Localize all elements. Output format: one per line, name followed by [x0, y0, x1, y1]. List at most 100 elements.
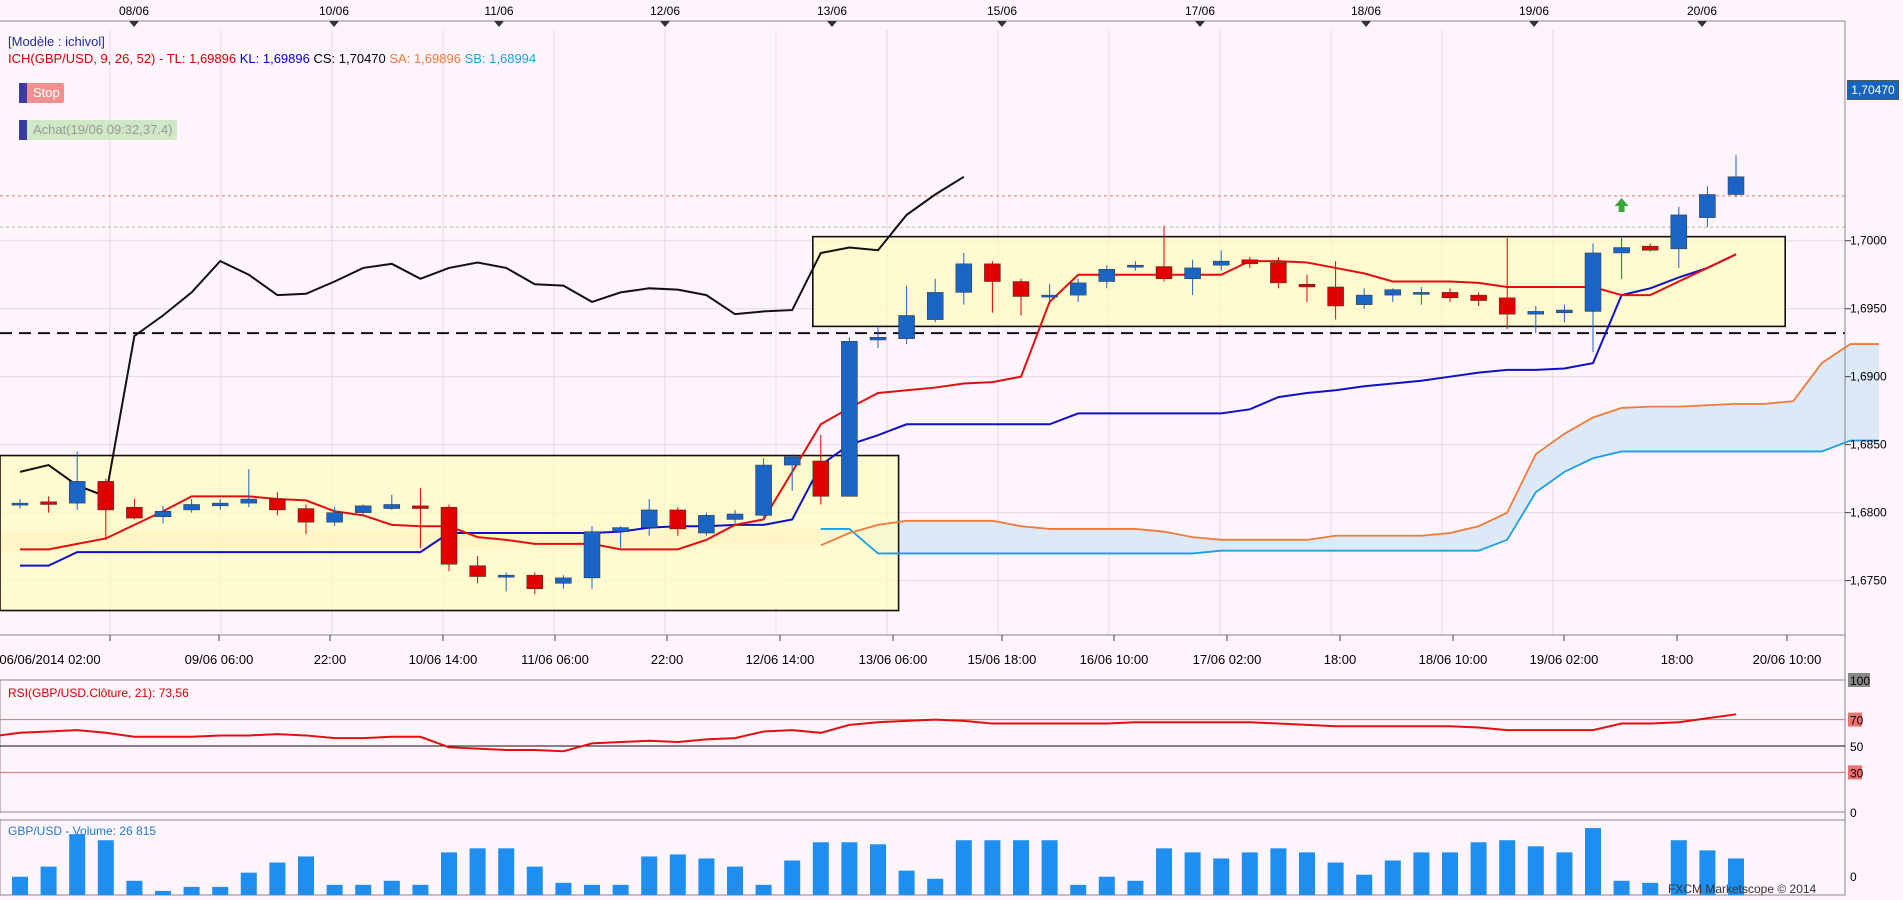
- rsi-label: RSI(GBP/USD.Clôture, 21): 73,56: [8, 686, 189, 700]
- candle-body: [154, 511, 172, 517]
- volume-bar: [1041, 840, 1058, 895]
- volume-bar: [841, 842, 858, 895]
- candle-body: [841, 341, 858, 497]
- indicator-header: ICH(GBP/USD, 9, 26, 52) - TL: 1,69896 KL…: [8, 51, 536, 66]
- top-date-marker-icon: [660, 21, 670, 27]
- volume-bar: [40, 866, 57, 895]
- candle-body: [68, 481, 86, 504]
- candle-body: [1184, 267, 1201, 280]
- rsi-tick-bg: [1848, 673, 1870, 687]
- candle-body: [1155, 266, 1173, 280]
- candle-body: [1527, 311, 1545, 315]
- stop-order-marker[interactable]: Stop: [19, 83, 64, 103]
- rsi-tick-bg: [1848, 739, 1862, 753]
- candle-body: [40, 501, 57, 505]
- rsi-tick-label: 70: [1850, 714, 1864, 728]
- volume-bar: [498, 848, 515, 895]
- volume-bar: [326, 884, 343, 895]
- candle-body: [183, 504, 200, 511]
- stop-label: Stop: [33, 85, 60, 100]
- candle-body: [755, 464, 772, 516]
- candle-body: [955, 263, 973, 293]
- x-date-label: 09/06 06:00: [185, 652, 254, 667]
- candle-body: [11, 502, 29, 506]
- volume-bar: [1499, 840, 1516, 895]
- volume-bar: [383, 880, 400, 895]
- kijun-value: KL: 1,69896: [239, 51, 310, 66]
- candle-body: [1613, 247, 1630, 254]
- rsi-tick-label: 0: [1850, 806, 1857, 820]
- candle-body: [1355, 294, 1373, 305]
- candle-body: [812, 460, 830, 497]
- candle-body: [1270, 262, 1287, 284]
- x-date-label: 18/06 10:00: [1419, 652, 1488, 667]
- top-date-label: 08/06: [119, 4, 149, 18]
- candle-body: [97, 481, 115, 511]
- candle-body: [555, 577, 572, 584]
- rsi-tick-bg: [1848, 805, 1862, 819]
- candle-body: [211, 502, 229, 507]
- ichimoku-label: ICH(GBP/USD, 9, 26, 52) -: [8, 51, 164, 66]
- volume-bar: [1384, 860, 1401, 895]
- volume-bar: [97, 840, 114, 895]
- candle-body: [1556, 309, 1573, 314]
- volume-bar: [641, 856, 658, 895]
- volume-bar: [269, 862, 286, 895]
- volume-bar: [1070, 884, 1087, 895]
- candle-body: [669, 509, 687, 530]
- volume-bar: [1442, 852, 1458, 895]
- candle-body: [412, 505, 429, 509]
- buy-handle-icon: [19, 120, 27, 140]
- candle-body: [640, 509, 658, 528]
- candle-body: [1470, 294, 1487, 301]
- candle-body: [783, 456, 801, 466]
- x-date-label: 12/06 14:00: [746, 652, 815, 667]
- volume-bar: [784, 860, 801, 895]
- y-tick-label: 1,6800: [1850, 506, 1887, 520]
- candle-body: [583, 531, 601, 579]
- candle-body: [1498, 297, 1516, 315]
- candle-body: [1298, 283, 1316, 288]
- kijun-sen-line: [20, 253, 1737, 567]
- volume-bar: [955, 840, 972, 895]
- candle-body: [469, 565, 486, 577]
- volume-bar: [1098, 876, 1115, 895]
- candle-body: [1670, 214, 1688, 250]
- candle-body: [1098, 269, 1116, 282]
- candle-body: [1441, 292, 1459, 299]
- top-date-label: 19/06: [1519, 4, 1549, 18]
- top-date-label: 10/06: [319, 4, 349, 18]
- volume-bar: [870, 844, 886, 895]
- candle-body: [1413, 292, 1430, 295]
- x-date-label: 17/06 02:00: [1193, 652, 1262, 667]
- volume-bar: [1642, 882, 1659, 895]
- volume-bar: [612, 884, 629, 895]
- candle-body: [1241, 259, 1259, 265]
- volume-bar: [1613, 880, 1630, 895]
- top-date-marker-icon: [827, 21, 837, 27]
- volume-bar: [69, 834, 86, 895]
- x-date-label: 20/06 10:00: [1753, 652, 1822, 667]
- volume-bar: [584, 884, 600, 895]
- volume-bar: [1728, 858, 1744, 895]
- y-tick-label: 1,6850: [1850, 438, 1887, 452]
- volume-bar: [1299, 852, 1315, 895]
- candle-body: [698, 515, 715, 534]
- model-label: [Modèle : ichivol]: [8, 34, 105, 49]
- top-date-label: 12/06: [650, 4, 680, 18]
- volume-label: GBP/USD - Volume: 26 815: [8, 824, 157, 838]
- senkou-a-value: SA: 1,69896: [389, 51, 461, 66]
- volume-bar: [1356, 874, 1373, 895]
- candle-body: [1699, 194, 1716, 218]
- candle-body: [898, 315, 915, 339]
- candle-body: [126, 506, 143, 519]
- candle-body: [326, 512, 343, 523]
- buy-order-marker[interactable]: Achat(19/06 09:32,37.4): [19, 120, 177, 140]
- candle-body: [269, 498, 286, 511]
- top-date-marker-icon: [1361, 21, 1371, 27]
- volume-bar: [1670, 840, 1687, 895]
- chikou-value: CS: 1,70470: [313, 51, 386, 66]
- volume-bar: [984, 840, 1001, 895]
